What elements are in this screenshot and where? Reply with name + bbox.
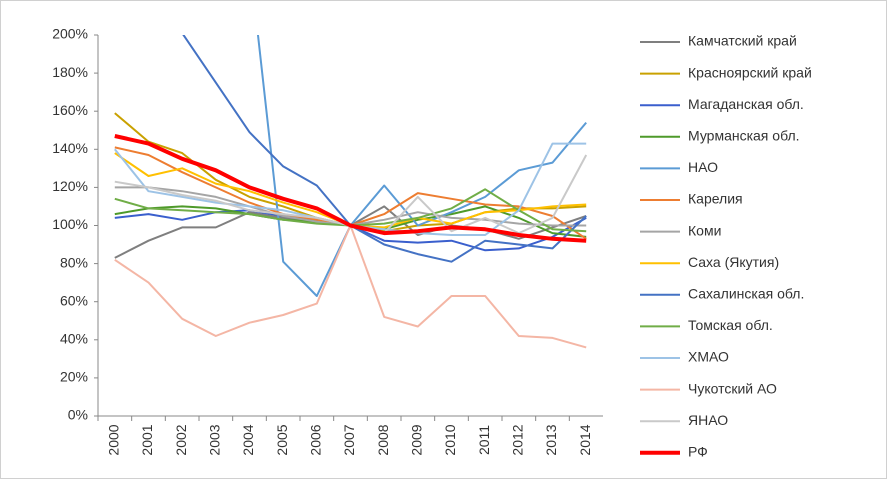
legend-label: ЯНАО <box>688 412 728 428</box>
legend-label: Карелия <box>688 191 743 207</box>
x-tick-label: 2012 <box>510 424 526 455</box>
x-tick-label: 2002 <box>173 424 189 455</box>
x-tick-label: 2011 <box>476 425 492 455</box>
x-tick-label: 2000 <box>106 424 122 455</box>
y-tick-label: 80% <box>60 254 88 270</box>
x-tick-label: 2001 <box>139 424 155 455</box>
x-tick-label: 2005 <box>274 424 290 455</box>
y-tick-label: 180% <box>52 64 88 80</box>
legend-label: НАО <box>688 159 718 175</box>
plot-area <box>114 35 588 349</box>
x-tick-label: 2006 <box>308 424 324 455</box>
legend-label: Сахалинская обл. <box>688 286 804 302</box>
legend-label: Красноярский край <box>688 64 812 80</box>
legend-label: Чукотский АО <box>688 380 777 396</box>
legend-label: Томская обл. <box>688 317 773 333</box>
y-tick-label: 120% <box>52 178 88 194</box>
legend-label: Саха (Якутия) <box>688 254 779 270</box>
y-tick-label: 20% <box>60 369 88 385</box>
y-tick-label: 200% <box>52 26 88 42</box>
y-tick-label: 40% <box>60 331 88 347</box>
x-tick-label: 2013 <box>543 424 559 455</box>
y-tick-label: 0% <box>68 407 88 423</box>
x-tick-label: 2010 <box>442 424 458 455</box>
series-line <box>182 35 587 263</box>
series-line <box>256 35 587 297</box>
y-tick-label: 160% <box>52 102 88 118</box>
y-tick-label: 140% <box>52 140 88 156</box>
y-tick-label: 100% <box>52 216 88 232</box>
legend-label: РФ <box>688 444 708 460</box>
x-tick-label: 2014 <box>577 424 593 455</box>
y-tick-label: 60% <box>60 292 88 308</box>
x-tick-label: 2003 <box>207 424 223 455</box>
x-tick-label: 2004 <box>240 424 256 455</box>
series-line <box>114 134 587 243</box>
legend-label: ХМАО <box>688 349 729 365</box>
legend-label: Коми <box>688 222 721 238</box>
x-tick-label: 2008 <box>375 424 391 455</box>
legend-label: Камчатский край <box>688 33 797 49</box>
legend-label: Мурманская обл. <box>688 128 800 144</box>
x-tick-label: 2009 <box>409 424 425 455</box>
legend-label: Магаданская обл. <box>688 96 804 112</box>
x-tick-label: 2007 <box>341 424 357 455</box>
